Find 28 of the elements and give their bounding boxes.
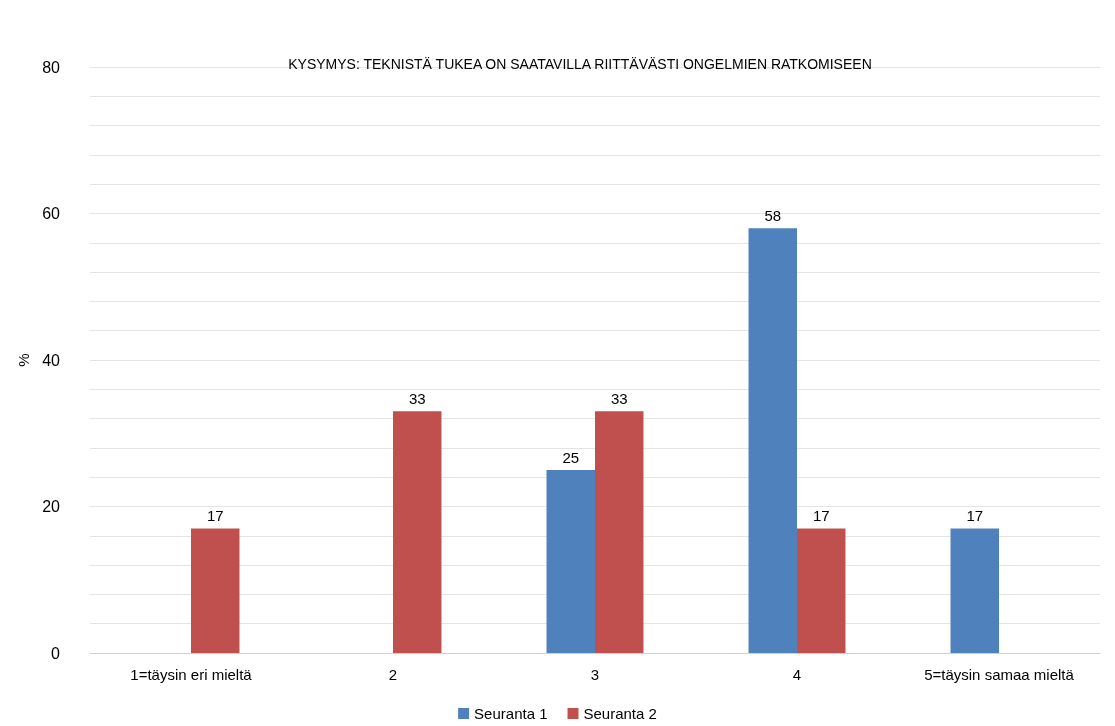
bar	[546, 469, 595, 653]
x-tick-label: 3	[590, 666, 600, 683]
legend-label: Seuranta 1	[474, 705, 548, 722]
x-tick-label: 5=täysin samaa mieltä	[924, 666, 1075, 683]
y-axis-title: %	[15, 353, 33, 367]
data-label: 58	[764, 207, 782, 225]
bar	[191, 528, 240, 653]
data-label: 17	[812, 507, 830, 525]
legend-label: Seuranta 2	[583, 705, 657, 722]
bar	[748, 228, 797, 653]
data-label: 17	[966, 507, 984, 525]
y-tick-label: 60	[42, 205, 61, 222]
bar	[595, 411, 644, 653]
y-tick-label: 20	[42, 498, 61, 515]
data-label: 25	[562, 448, 580, 466]
y-tick-label: 40	[42, 351, 61, 369]
x-tick-label: 4	[792, 666, 802, 683]
data-label: 33	[408, 390, 426, 408]
y-tick-label: 80	[42, 58, 61, 76]
data-label: 17	[206, 507, 224, 525]
x-tick-label: 2	[388, 666, 398, 683]
y-tick-label: 0	[51, 644, 61, 662]
x-tick-label: 1=täysin eri mieltä	[130, 666, 253, 683]
bar	[393, 411, 442, 653]
data-label: 33	[610, 390, 628, 408]
bar	[797, 528, 846, 653]
bar	[950, 528, 999, 653]
chart-title: KYSYMYS: TEKNISTÄ TUKEA ON SAATAVILLA RIITTÄVÄSTI ONGELMIEN RATKOMISEEN	[288, 56, 872, 72]
